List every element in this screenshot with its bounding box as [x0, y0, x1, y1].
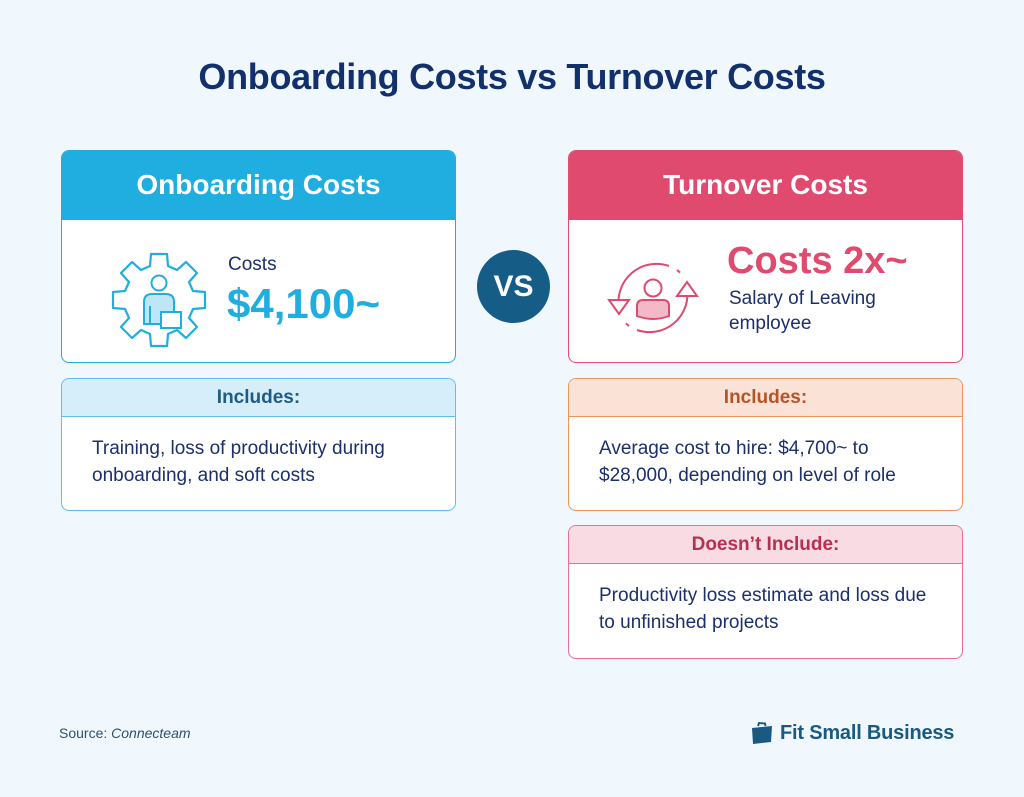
onboarding-includes-text: Training, loss of productivity during on… — [92, 438, 385, 486]
brand-name: Fit Small Business — [780, 721, 955, 744]
gear-person-icon — [111, 252, 207, 348]
briefcase-icon — [752, 721, 772, 744]
page-title: Onboarding Costs vs Turnover Costs — [198, 56, 826, 97]
onboarding-includes-box: Includes: Training, loss of productivity… — [61, 378, 456, 511]
turnover-includes-text: Average cost to hire: $4,700~ to $28,000… — [599, 438, 896, 486]
turnover-excludes-header: Doesn’t Include: — [569, 526, 962, 564]
turnover-card-body: Costs 2x~ Salary of Leaving employee — [569, 219, 962, 362]
turnover-includes-header: Includes: — [569, 379, 962, 417]
vs-badge: VS — [477, 250, 550, 323]
turnover-card-header: Turnover Costs — [569, 151, 962, 219]
turnover-includes-box: Includes: Average cost to hire: $4,700~ … — [568, 378, 963, 511]
onboarding-costs-value: $4,100~ — [227, 280, 380, 327]
source-label: Source: — [59, 725, 108, 741]
turnover-costs-value: Costs 2x~ — [727, 240, 908, 282]
turnover-excludes-text: Productivity loss estimate and loss due … — [599, 585, 927, 633]
onboarding-card-body: Costs $4,100~ — [62, 219, 455, 362]
turnover-costs-subtitle: Salary of Leaving employee — [729, 288, 876, 334]
source-note: Source: Connecteam — [59, 725, 191, 741]
onboarding-costs-card: Onboarding Costs Costs $4,100~ — [61, 150, 456, 363]
turnover-costs-card: Turnover Costs Costs 2x~ Salary of Leavi… — [568, 150, 963, 363]
onboarding-costs-label: Costs — [228, 254, 277, 275]
brand-logo: Fit Small Business — [750, 719, 954, 747]
turnover-excludes-box: Doesn’t Include: Productivity loss estim… — [568, 525, 963, 659]
cycle-person-icon — [607, 262, 699, 334]
onboarding-card-header: Onboarding Costs — [62, 151, 455, 219]
source-name: Connecteam — [111, 725, 191, 741]
onboarding-includes-header: Includes: — [62, 379, 455, 417]
